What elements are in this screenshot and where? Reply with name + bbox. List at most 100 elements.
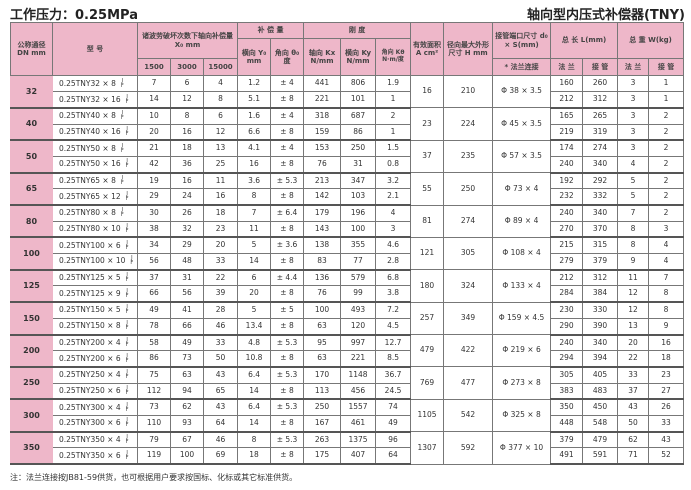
weight-pipe-cell: 2: [648, 172, 685, 190]
weight-flange-cell: 8: [617, 236, 650, 255]
x-3000-cell: 31: [170, 269, 204, 287]
length-flange-cell: 383: [550, 382, 584, 401]
h-cell: 210: [443, 74, 494, 109]
stiffness-ktheta-cell: 0.8: [375, 155, 412, 174]
model-name: 0.25TNY32 × 16: [59, 94, 121, 104]
x-1500-cell: 79: [137, 431, 171, 449]
angular-theta0-cell: ± 6.4: [270, 204, 305, 222]
lateral-y0-cell: 18: [237, 447, 272, 466]
x-3000-cell: 63: [170, 366, 204, 384]
stiffness-ktheta-cell: 24.5: [375, 382, 412, 401]
model-name: 0.25TNY250 × 6: [59, 385, 121, 395]
length-pipe-cell: 340: [582, 204, 619, 222]
lateral-y0-cell: 6.6: [237, 123, 272, 142]
weight-flange-cell: 37: [617, 382, 650, 401]
area-cell: 121: [410, 236, 445, 271]
stiffness-ky-cell: 103: [340, 188, 377, 207]
weight-flange-cell: 33: [617, 366, 650, 384]
length-flange-cell: 279: [550, 253, 584, 271]
length-pipe-cell: 390: [582, 317, 619, 336]
header-dn: 公称通径 DN mm: [10, 22, 53, 76]
suffix-j: J: [126, 401, 128, 408]
stiffness-ktheta-cell: 8.5: [375, 350, 412, 368]
area-cell: 1307: [410, 431, 445, 465]
weight-flange-cell: 3: [617, 107, 650, 125]
stiffness-ky-cell: 221: [340, 350, 377, 368]
weight-pipe-cell: 8: [648, 285, 685, 304]
dn-cell: 32: [10, 74, 53, 109]
angular-theta0-cell: ± 8: [270, 253, 305, 271]
table-row: 65 0.25TNY65 × 8 J F 19 16 11 3.6 ± 5.3 213 347 3.2…: [10, 172, 685, 207]
suffix-f: F: [125, 374, 129, 381]
stiffness-ky-cell: 99: [340, 285, 377, 304]
model-cell: 0.25TNY100 × 10 J F: [52, 253, 138, 271]
stiffness-kx-cell: 63: [303, 317, 342, 336]
header-ky: 横向 Ky N/mm: [340, 38, 377, 76]
length-pipe-cell: 370: [582, 220, 619, 239]
angular-theta0-cell: ± 5: [270, 301, 305, 319]
d0-cell: Φ 273 × 8: [492, 366, 552, 400]
length-pipe-cell: 450: [582, 398, 619, 416]
x-1500-cell: 7: [137, 74, 171, 93]
length-flange-cell: 284: [550, 285, 584, 304]
x-3000-cell: 41: [170, 301, 204, 319]
suffix-f: F: [125, 309, 129, 316]
table-row: 40 0.25TNY40 × 8 J F 10 8 6 1.6 ± 4 318 687 2 23 224 Φ…: [10, 107, 685, 142]
x-1500-cell: 58: [137, 333, 171, 352]
suffix-j: J: [126, 304, 128, 311]
length-flange-cell: 165: [550, 107, 584, 125]
lateral-y0-cell: 4.1: [237, 139, 272, 157]
stiffness-ky-cell: 77: [340, 253, 377, 271]
table-row: 0.25TNY65 × 12 J F 29 24 16 8 ± 8 142 103 2.1 232 33…: [11, 188, 685, 207]
x-3000-cell: 48: [170, 253, 204, 271]
lateral-y0-cell: 6.4: [237, 398, 272, 416]
stiffness-ktheta-cell: 1: [375, 91, 412, 109]
model-name: 0.25TNY65 × 12: [59, 191, 121, 201]
table-row: 80 0.25TNY80 × 8 J F 30 26 18 7 ± 6.4 179 196 4 81 27…: [10, 204, 685, 239]
stiffness-ky-cell: 101: [340, 91, 377, 109]
x-1500-cell: 56: [137, 253, 171, 271]
length-pipe-cell: 394: [582, 350, 619, 368]
lateral-y0-cell: 6.4: [237, 366, 272, 384]
stiffness-ky-cell: 250: [340, 139, 377, 157]
stiffness-ky-cell: 461: [340, 414, 377, 433]
stiffness-kx-cell: 142: [303, 188, 342, 207]
suffix-j: J: [126, 369, 128, 376]
header-1500: 1500: [137, 58, 171, 76]
model-name: 0.25TNY150 × 5: [59, 305, 121, 315]
weight-pipe-cell: 2: [648, 188, 685, 207]
length-flange-cell: 290: [550, 317, 584, 336]
h-cell: 235: [443, 139, 494, 174]
stiffness-kx-cell: 170: [303, 366, 342, 384]
stiffness-kx-cell: 318: [303, 107, 342, 125]
model-cell: 0.25TNY32 × 16 J F: [52, 91, 138, 109]
x-15000-cell: 25: [202, 155, 239, 174]
stiffness-ktheta-cell: 3.2: [375, 172, 412, 190]
stiffness-kx-cell: 167: [303, 414, 342, 433]
x-1500-cell: 42: [137, 155, 171, 174]
spec-table: 公称通径 DN mm 型 号 诸波劳破坏次数下轴向补偿量 X₀ mm 补 偿 量…: [10, 22, 685, 466]
stiffness-ktheta-cell: 1.9: [375, 74, 412, 93]
dn-cell: 350: [10, 431, 53, 466]
stiffness-ky-cell: 347: [340, 172, 377, 190]
weight-pipe-cell: 4: [648, 236, 685, 255]
d0-cell: Φ 377 × 10: [492, 431, 552, 465]
length-pipe-cell: 332: [582, 188, 619, 207]
x-3000-cell: 62: [170, 398, 204, 416]
table-row: 350 0.25TNY350 × 4 J F 79 67 46 8 ± 5.3 263 1375 96…: [10, 431, 685, 466]
dn-cell: 40: [10, 107, 53, 142]
suffix-j: J: [121, 77, 124, 84]
weight-pipe-cell: 16: [648, 333, 685, 352]
header-model: 型 号: [52, 22, 138, 76]
angular-theta0-cell: ± 3.6: [270, 236, 305, 255]
stiffness-ktheta-cell: 74: [375, 398, 412, 416]
model-name: 0.25TNY50 × 8: [59, 143, 116, 153]
header-x0: 诸波劳破坏次数下轴向补偿量 X₀ mm: [136, 22, 239, 59]
x-1500-cell: 73: [137, 398, 171, 416]
